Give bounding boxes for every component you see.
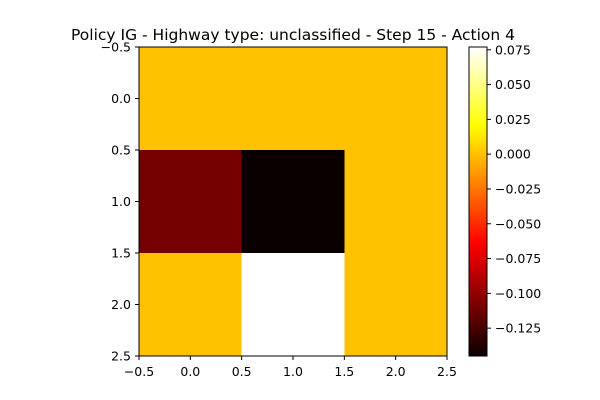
colorbar-frame: [468, 46, 488, 357]
chart-title: Policy IG - Highway type: unclassified -…: [71, 26, 515, 44]
y-tick-label: 0.5: [111, 143, 131, 158]
main-axes: −0.5 0.0 0.5 1.0 1.5 2.0 2.5−0.50.00.51.01.52.…: [101, 40, 457, 380]
y-tick-label: 0.0: [111, 91, 131, 106]
colorbar-tick-label: −0.100: [495, 286, 541, 301]
heatmap-cell-r2-c2: [344, 253, 447, 356]
heatmap-cell-r2-c0: [139, 253, 242, 356]
heatmap-cells: [139, 47, 447, 356]
heatmap-cell-r0-c1: [241, 47, 345, 150]
colorbar-tick-label: −0.125: [495, 321, 541, 336]
colorbar-axes: 0.075 0.050 0.025 0.000 −0.025 −0.050 −0.075 −0…: [468, 42, 541, 357]
colorbar-tick-label: −0.025: [495, 181, 541, 196]
heatmap-cell-r1-c2: [344, 150, 447, 253]
y-tick-label: −0.5: [101, 40, 131, 55]
colorbar: [469, 47, 487, 356]
x-tick-label: −0.5: [124, 364, 154, 379]
y-tick-label: 2.5: [111, 349, 131, 364]
x-tick-label: 0.0: [180, 364, 200, 379]
y-tick-label: 1.0: [111, 194, 131, 209]
x-tick-label: 2.0: [386, 364, 406, 379]
x-tick-label: 0.5: [232, 364, 252, 379]
colorbar-tick-label: 0.075: [495, 42, 531, 57]
colorbar-tick-label: 0.000: [495, 147, 531, 162]
colorbar-tick-label: 0.050: [495, 77, 531, 92]
x-tick-label: 1.0: [283, 364, 303, 379]
y-tick-label: 1.5: [111, 246, 131, 261]
colorbar-tick-label: −0.050: [495, 216, 541, 231]
heatmap-cell-r0-c2: [344, 47, 447, 150]
x-tick-label: 1.5: [334, 364, 354, 379]
heatmap-cell-r1-c0: [139, 150, 242, 253]
heatmap-cell-r2-c1: [241, 253, 345, 356]
heatmap-cell-r0-c0: [139, 47, 242, 150]
heatmap-cell-r1-c1: [241, 150, 345, 253]
x-tick-label: 2.5: [437, 364, 457, 379]
colorbar-tick-label: 0.025: [495, 112, 531, 127]
y-tick-label: 2.0: [111, 297, 131, 312]
colorbar-tick-label: −0.075: [495, 251, 541, 266]
